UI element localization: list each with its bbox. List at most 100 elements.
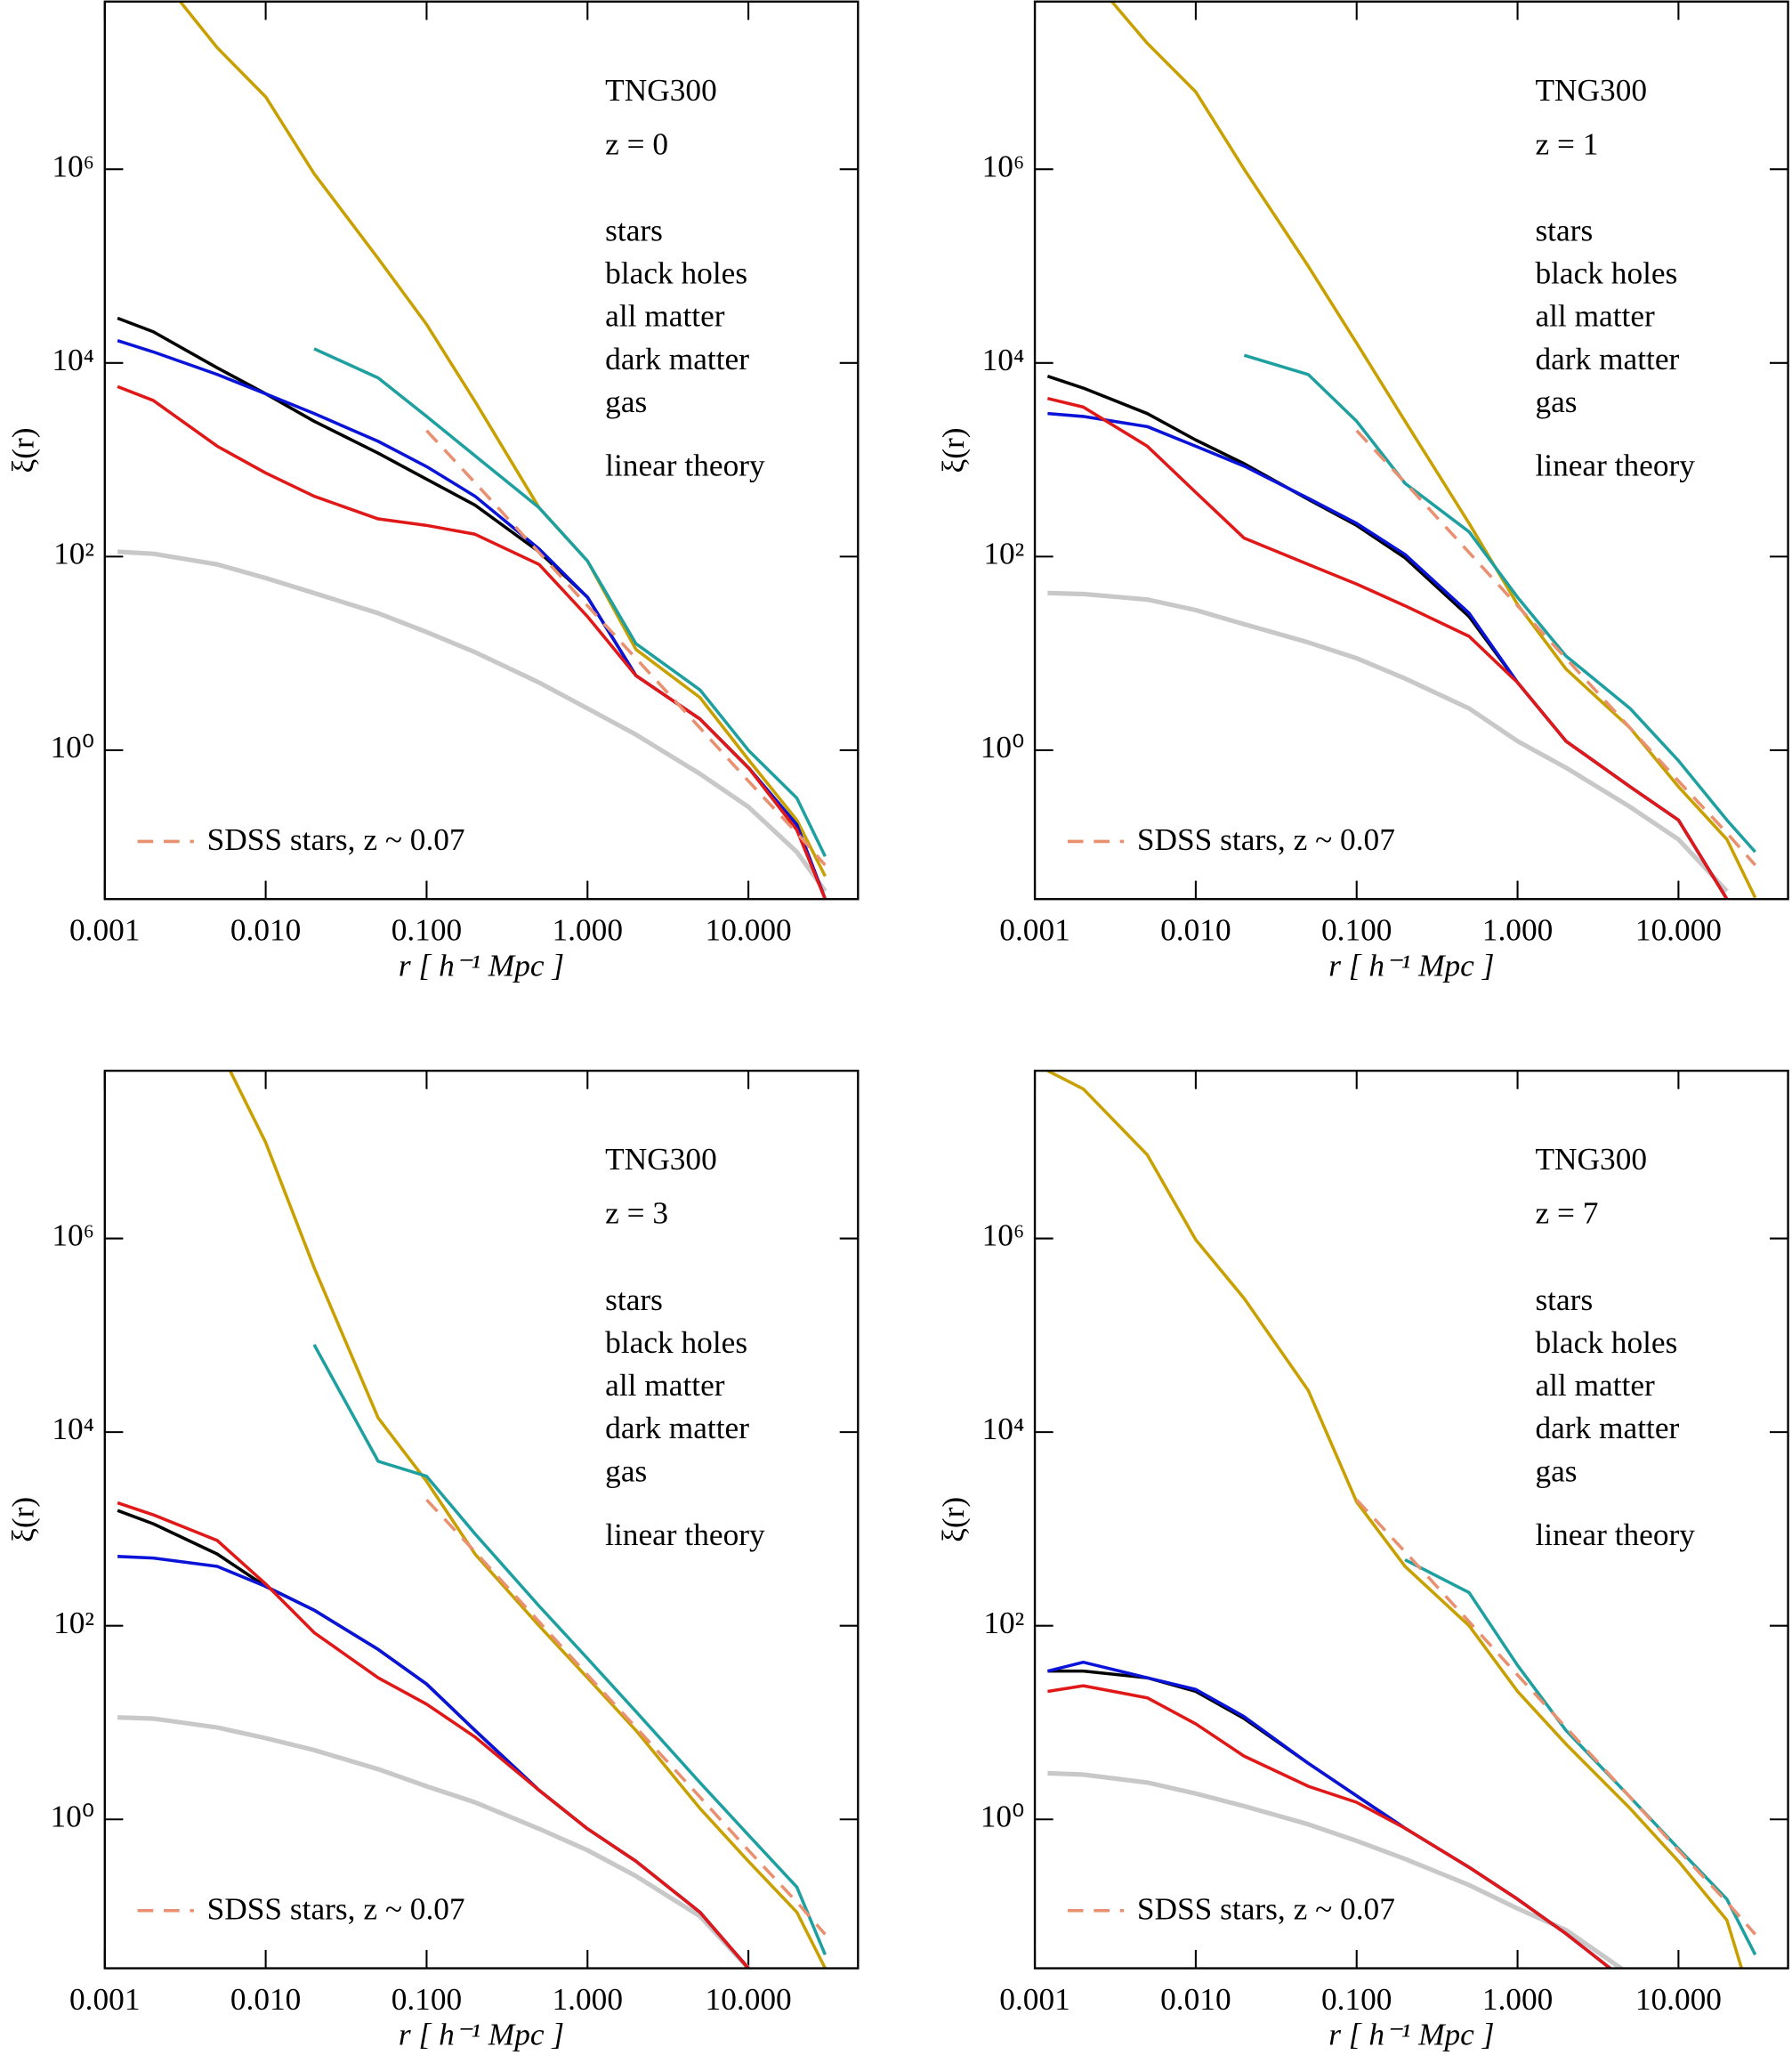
legend-label: black holes (1535, 256, 1677, 291)
legend-label: SDSS stars, z ~ 0.07 (1137, 1891, 1395, 1926)
legend-label: stars (1535, 1282, 1593, 1317)
y-tick-label: 10² (53, 536, 94, 570)
series-line (117, 339, 827, 900)
legend-label: SDSS stars, z ~ 0.07 (207, 822, 465, 857)
series-line (1046, 1660, 1613, 1969)
legend-label: stars (1535, 213, 1593, 247)
series-line (1110, 1, 1757, 899)
series-line (425, 429, 827, 867)
series-line (1404, 1558, 1757, 1956)
plot-frame (103, 0, 860, 901)
y-tick-label: 10⁴ (982, 1412, 1025, 1446)
y-tick-label: 10⁴ (982, 343, 1025, 377)
series-line (1047, 1770, 1626, 1969)
y-tick-label: 10⁴ (52, 343, 94, 377)
x-tick-label: 10.000 (706, 1982, 792, 2017)
y-tick-label: 10² (983, 536, 1024, 570)
x-axis-label: r [ h⁻¹ Mpc ] (1328, 2018, 1494, 2052)
legend-label: dark matter (1535, 342, 1679, 376)
series-line (1046, 396, 1729, 900)
y-axis-label: ξ(r) (6, 1497, 41, 1542)
annotation: TNG300 (605, 73, 717, 108)
series-line (1046, 1071, 1744, 1969)
x-tick-label: 0.010 (230, 913, 302, 948)
x-tick-label: 0.100 (391, 1982, 463, 2017)
legend-label: all matter (605, 299, 725, 334)
legend-label: black holes (605, 256, 747, 291)
x-tick-label: 0.010 (230, 1982, 302, 2017)
legend-label: dark matter (1535, 1411, 1679, 1445)
x-tick-label: 0.100 (1321, 913, 1392, 948)
series-line (117, 549, 827, 893)
annotation: z = 1 (1535, 126, 1598, 161)
plot-frame (1033, 1069, 1789, 1970)
legend-label: linear theory (605, 449, 765, 483)
legend-label: dark matter (605, 1411, 749, 1445)
series-line (117, 1715, 750, 1969)
series-line (1243, 353, 1756, 854)
x-tick-label: 0.001 (999, 913, 1070, 948)
series-line (117, 1501, 750, 1969)
series-line (228, 1071, 827, 1969)
legend-label: linear theory (1535, 449, 1695, 483)
annotation: TNG300 (1535, 1142, 1647, 1177)
legend-label: gas (1535, 1453, 1577, 1488)
legend-label: black holes (1535, 1325, 1677, 1360)
x-axis-label: r [ h⁻¹ Mpc ] (399, 948, 564, 983)
legend-label: all matter (1535, 1368, 1655, 1403)
legend-label: gas (605, 384, 647, 419)
y-tick-label: 10⁶ (52, 1218, 94, 1253)
y-axis-label: ξ(r) (936, 427, 971, 473)
legend-label: SDSS stars, z ~ 0.07 (1137, 822, 1395, 857)
series-line (1355, 429, 1757, 867)
y-tick-label: 10⁶ (52, 149, 94, 183)
legend-label: black holes (605, 1325, 747, 1360)
x-tick-label: 1.000 (1482, 1982, 1554, 2017)
series-line (117, 316, 827, 900)
y-tick-label: 10² (53, 1606, 94, 1640)
annotation: z = 3 (605, 1196, 668, 1231)
x-tick-label: 10.000 (1635, 913, 1722, 948)
legend-label: stars (605, 213, 663, 247)
legend-label: all matter (1535, 299, 1655, 334)
annotation: TNG300 (605, 1142, 717, 1177)
series-line (178, 1, 827, 878)
legend-label: all matter (605, 1368, 725, 1403)
y-axis-label: ξ(r) (936, 1497, 971, 1542)
x-axis-label: r [ h⁻¹ Mpc ] (1328, 948, 1494, 983)
annotation: TNG300 (1535, 73, 1647, 108)
x-tick-label: 0.100 (1321, 1982, 1392, 2017)
series-line (312, 1344, 827, 1956)
legend-label: stars (605, 1282, 663, 1317)
plot-frame (103, 1069, 860, 1970)
panel: 0.001 0.010 0.100 1.000 10.000 10⁰ 10² 10⁴ 10⁶ r … (6, 1069, 860, 2052)
y-tick-label: 10⁶ (982, 1218, 1025, 1253)
series-line (117, 384, 827, 900)
y-axis-label: ξ(r) (6, 427, 41, 473)
x-tick-label: 10.000 (1635, 1982, 1722, 2017)
series-line (313, 347, 827, 858)
x-tick-label: 0.001 (69, 1982, 141, 2017)
legend-label: dark matter (605, 342, 749, 376)
series-line (1047, 590, 1729, 894)
plot-frame (1033, 0, 1789, 901)
panel: 0.001 0.010 0.100 1.000 10.000 10⁰ 10² 10⁴ 10⁶ r … (936, 1069, 1789, 2052)
y-tick-label: 10⁰ (981, 730, 1025, 765)
x-tick-label: 0.001 (999, 1982, 1070, 2017)
x-tick-label: 0.010 (1160, 913, 1231, 948)
legend-label: gas (1535, 384, 1577, 419)
y-tick-label: 10⁰ (51, 730, 95, 765)
legend-label: SDSS stars, z ~ 0.07 (207, 1891, 465, 1926)
panel: 0.001 0.010 0.100 1.000 10.000 10⁰ 10² 10⁴ 10⁶ r … (936, 0, 1789, 983)
annotation: z = 0 (605, 126, 668, 161)
x-tick-label: 0.010 (1160, 1982, 1231, 2017)
y-tick-label: 10⁴ (52, 1412, 94, 1446)
x-tick-label: 1.000 (553, 1982, 624, 2017)
y-tick-label: 10² (983, 1606, 1024, 1640)
y-tick-label: 10⁰ (51, 1799, 95, 1833)
legend-label: linear theory (605, 1517, 765, 1552)
series-line (1355, 1498, 1757, 1936)
series-line (1047, 1684, 1613, 1969)
panel: 0.001 0.010 0.100 1.000 10.000 10⁰ 10² 10⁴ 10⁶ r … (6, 0, 860, 983)
